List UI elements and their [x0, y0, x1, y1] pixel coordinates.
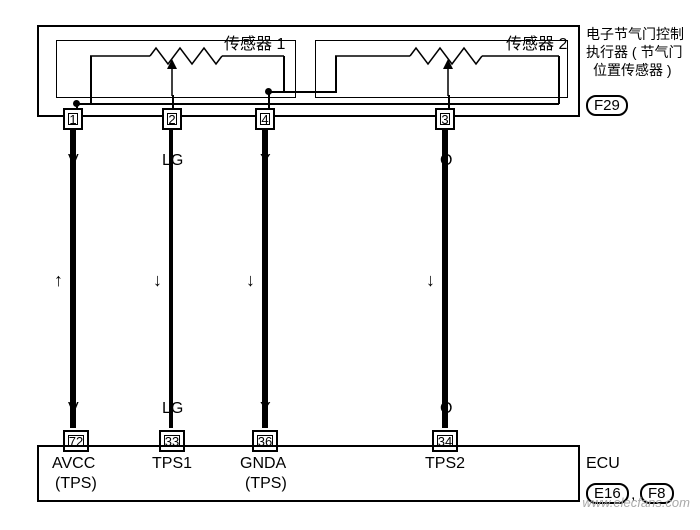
arrow-2-down: ↓	[153, 270, 162, 291]
arrow-3-down: ↓	[246, 270, 255, 291]
bot-color-2: LG	[162, 400, 183, 418]
top-pin-1-num: 1	[69, 112, 76, 127]
pot2-left-drop	[335, 56, 337, 92]
bottom-module-outer	[37, 445, 580, 502]
wire-1	[70, 130, 76, 428]
side-label-2: 执行器 ( 节气门	[586, 42, 682, 62]
arrow-1-up: ↑	[54, 270, 63, 291]
bot-color-4: O	[440, 400, 452, 418]
bot-color-3: Y	[260, 400, 271, 418]
pot2-right-h	[76, 103, 559, 105]
sensor2-label: 传感器 2	[506, 30, 567, 54]
top-pin-3-num: 4	[261, 112, 268, 127]
top-pin-1: 1	[63, 108, 83, 130]
pot1-left-drop	[90, 56, 92, 104]
bot-color-1: V	[68, 400, 79, 418]
pot2-left-h	[268, 91, 337, 93]
bot-label-1: AVCC	[52, 455, 95, 473]
wire-3	[262, 130, 268, 428]
arrow-4-down: ↓	[426, 270, 435, 291]
diagram-stage: 传感器 1 传感器 2 电子节气门控制 执行器 ( 节气门 位置传感器 ) F2…	[0, 0, 700, 530]
watermark: www.elecfans.com	[582, 495, 690, 510]
side-label-1: 电子节气门控制	[586, 24, 684, 44]
top-pin-3: 4	[255, 108, 275, 130]
bot-label-2: TPS1	[152, 455, 192, 473]
bot-label-4: TPS2	[425, 455, 465, 473]
bot-sub-3: (TPS)	[245, 475, 287, 493]
pot1-right-drop	[283, 56, 285, 92]
top-pin-2-num: 2	[168, 112, 175, 127]
top-pin-2: 2	[162, 108, 182, 130]
wire-2	[169, 130, 173, 428]
ecu-label: ECU	[586, 455, 620, 473]
top-pin-4-num: 3	[441, 112, 448, 127]
side-label-3: 位置传感器 )	[593, 60, 672, 80]
wire-4	[442, 130, 448, 428]
top-pin-4: 3	[435, 108, 455, 130]
pot2-right-drop	[558, 56, 560, 104]
pot1-wiper-drop	[172, 95, 174, 108]
top-connector-id: F29	[586, 95, 628, 116]
bot-sub-1: (TPS)	[55, 475, 97, 493]
pot2-wiper-drop	[448, 95, 450, 108]
bot-label-3: GNDA	[240, 455, 286, 473]
sensor1-label: 传感器 1	[224, 30, 285, 54]
